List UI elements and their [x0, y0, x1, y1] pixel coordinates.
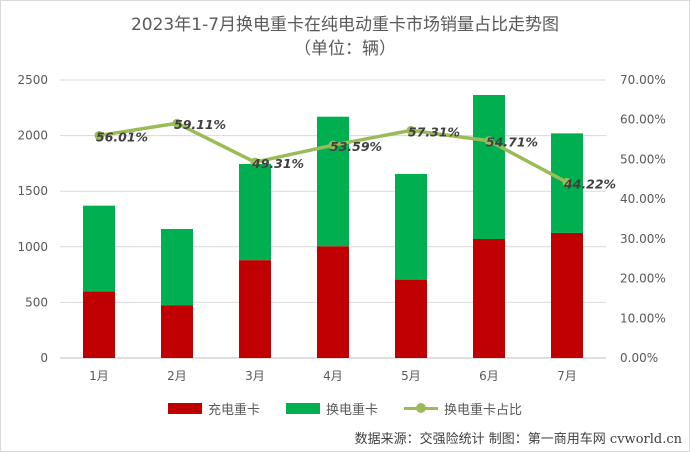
- legend-label-swap: 换电重卡: [325, 402, 378, 418]
- x-tick-label: 4月: [323, 369, 343, 383]
- share-data-label: 44.22%: [563, 176, 616, 191]
- y2-tick-label: 30.00%: [620, 232, 666, 246]
- bar-charging: [317, 246, 349, 358]
- bar-swap: [161, 229, 193, 306]
- share-point: [172, 118, 182, 128]
- y-tick-label: 500: [25, 295, 48, 309]
- share-data-label: 53.59%: [330, 139, 382, 154]
- y2-tick-label: 40.00%: [620, 192, 666, 206]
- y-tick-label: 0: [40, 351, 48, 365]
- chart-subtitle: （单位：辆）: [294, 39, 396, 59]
- x-tick-label: 2月: [167, 369, 187, 383]
- legend-label-charging: 充电重卡: [207, 402, 260, 418]
- chart-legend: 充电重卡 换电重卡 换电重卡占比: [0, 398, 690, 418]
- share-point: [484, 136, 494, 146]
- y2-tick-label: 10.00%: [620, 311, 666, 325]
- bar-swap: [239, 163, 271, 261]
- share-data-label: 59.11%: [174, 117, 226, 132]
- legend-item-share: 换电重卡占比: [404, 399, 522, 418]
- y-tick-label: 1500: [17, 184, 48, 198]
- share-point: [328, 140, 338, 150]
- bar-swap: [83, 205, 115, 292]
- bar-swap: [395, 173, 427, 280]
- share-data-label: 49.31%: [251, 156, 304, 171]
- share-point: [562, 177, 572, 187]
- y-tick-label: 2000: [17, 129, 48, 143]
- x-tick-label: 1月: [89, 369, 109, 383]
- legend-label-share: 换电重卡占比: [444, 402, 523, 418]
- share-data-label: 54.71%: [486, 135, 538, 150]
- bar-charging: [83, 291, 115, 358]
- bar-swap: [473, 95, 505, 240]
- y2-tick-label: 60.00%: [620, 113, 666, 127]
- y2-tick-label: 20.00%: [620, 272, 666, 286]
- bar-charging: [395, 279, 427, 358]
- share-data-label: 56.01%: [96, 130, 148, 145]
- bar-charging: [161, 305, 193, 358]
- legend-item-swap: 换电重卡: [285, 399, 378, 418]
- x-tick-label: 3月: [245, 369, 265, 383]
- legend-swatch-swap: [285, 402, 320, 414]
- x-tick-label: 6月: [479, 369, 499, 383]
- bar-charging: [239, 260, 271, 358]
- y-tick-label: 1000: [17, 240, 48, 254]
- legend-swatch-charging: [167, 402, 202, 414]
- share-point: [250, 157, 260, 167]
- bar-swap: [317, 116, 349, 247]
- share-point: [406, 125, 416, 135]
- x-tick-label: 7月: [557, 369, 577, 383]
- x-tick-label: 5月: [401, 369, 421, 383]
- y2-tick-label: 70.00%: [620, 73, 666, 87]
- source-note: 数据来源：交强险统计 制图：第一商用车网 cvworld.cn: [354, 432, 682, 447]
- y-tick-label: 2500: [17, 73, 48, 87]
- bar-charging: [473, 239, 505, 358]
- y2-tick-label: 0.00%: [620, 351, 658, 365]
- legend-swatch-share: [404, 402, 438, 414]
- share-data-label: 57.31%: [408, 124, 460, 139]
- chart-title: 2023年1-7月换电重卡在纯电动重卡市场销量占比走势图: [130, 15, 560, 35]
- bar-charging: [551, 232, 583, 358]
- y2-tick-label: 50.00%: [620, 152, 666, 166]
- legend-item-charging: 充电重卡: [167, 399, 260, 418]
- share-point: [94, 131, 104, 141]
